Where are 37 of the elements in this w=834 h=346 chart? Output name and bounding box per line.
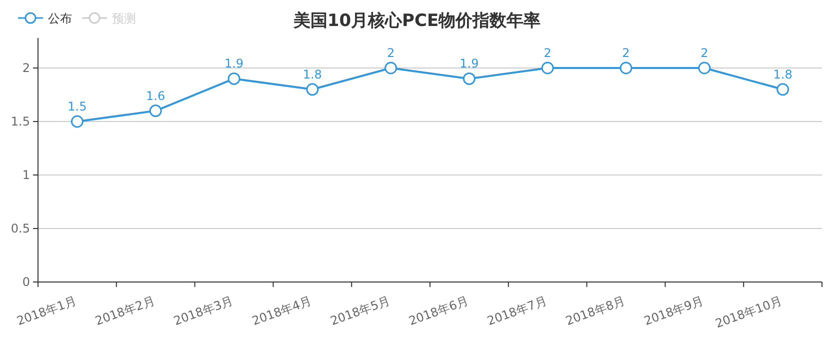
data-label: 2 [544, 46, 552, 60]
x-tick-label: 2018年3月 [172, 294, 236, 328]
data-label: 1.5 [68, 100, 87, 114]
point [70, 115, 84, 128]
point [462, 72, 476, 85]
y-tick-label: 1.5 [10, 114, 30, 128]
x-tick-label: 2018年1月 [15, 294, 78, 328]
point [149, 104, 162, 118]
y-tick-label: 1 [22, 168, 30, 182]
legend-label: 公布 [48, 12, 72, 26]
x-tick-label: 2018年5月 [328, 294, 392, 328]
data-label: 1.9 [460, 56, 479, 71]
x-tick-label: 2018年9月 [642, 294, 706, 328]
x-tick-label: 2018年6月 [407, 294, 470, 328]
chart-title: 美国10月核心PCE物价指数年率 [292, 11, 541, 31]
data-label: 1.8 [302, 67, 322, 82]
x-tick-label: 2018年7月 [485, 294, 549, 328]
data-label: 2 [622, 46, 630, 60]
y-tick-label: 2 [22, 61, 30, 75]
data-label: 2 [386, 46, 395, 60]
point [306, 83, 319, 96]
data-label: 1.6 [146, 88, 166, 103]
point [620, 62, 632, 74]
point [698, 62, 711, 74]
x-tick-label: 2018年2月 [93, 294, 157, 328]
data-label: 1.9 [224, 56, 244, 71]
x-tick-label: 2018年10月 [713, 294, 784, 331]
y-tick-label: 0 [22, 275, 30, 289]
point [228, 72, 240, 85]
y-tick-label: 0.5 [10, 222, 30, 236]
data-label: 1.8 [773, 67, 792, 82]
point [541, 62, 554, 74]
data-label: 2 [700, 46, 708, 60]
x-tick-label: 2018年4月 [250, 294, 314, 328]
x-tick-label: 2018年8月 [564, 294, 628, 328]
point [776, 83, 790, 96]
point [384, 62, 398, 74]
